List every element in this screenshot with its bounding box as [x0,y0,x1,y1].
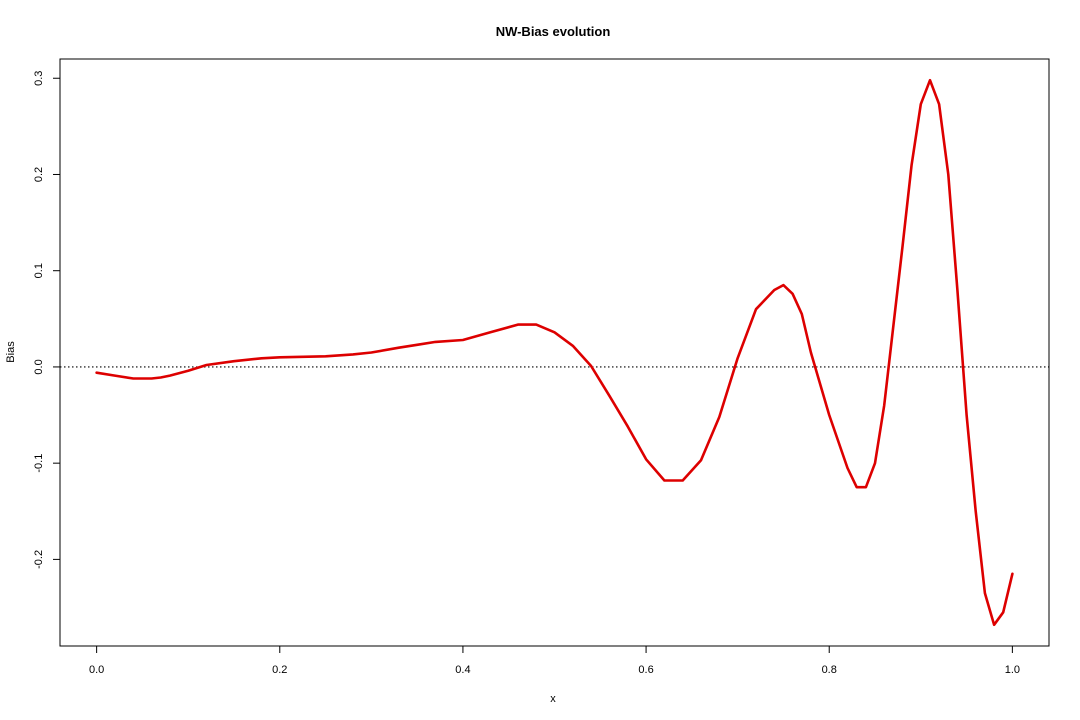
series-line-bias [95,78,1014,627]
x-tick-label: 0.0 [89,664,104,676]
x-tick-label: 0.2 [272,664,287,676]
plot-frame [59,58,1050,647]
y-tick-label: -0.1 [33,454,45,473]
x-axis: 0.0 0.2 0.4 0.6 0.8 1.0 [89,646,1020,676]
x-tick-label: 0.4 [455,664,470,676]
y-tick-label: 0.1 [33,263,45,278]
x-tick-label: 0.8 [822,664,837,676]
chart-title: NW-Bias evolution [496,24,611,39]
y-tick-label: 0.3 [33,71,45,86]
x-tick-label: 1.0 [1005,664,1020,676]
y-tick-label: 0.0 [33,359,45,374]
y-axis: -0.2 -0.1 0.0 0.1 0.2 0.3 [33,71,60,569]
y-axis-label: Bias [5,341,17,363]
x-axis-label: x [550,693,556,705]
y-tick-label: -0.2 [33,550,45,569]
y-tick-label: 0.2 [33,167,45,182]
x-tick-label: 0.6 [638,664,653,676]
